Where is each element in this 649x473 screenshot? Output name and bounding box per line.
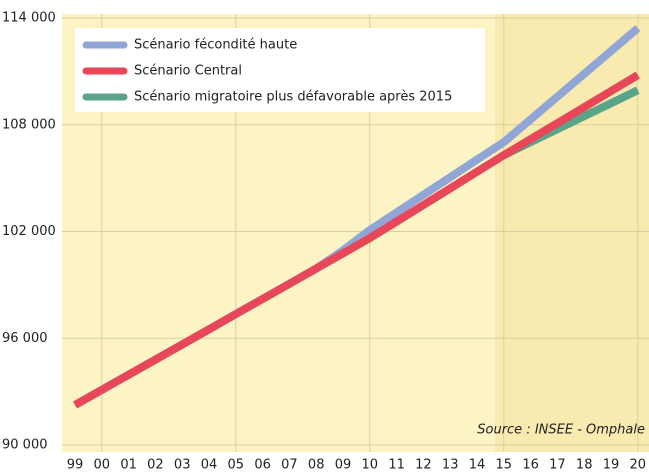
x-tick-label: 05 (228, 458, 245, 473)
legend-box (75, 28, 485, 112)
legend-label: Scénario migratoire plus défavorable apr… (134, 90, 452, 105)
y-tick-label: 90 000 (2, 438, 48, 453)
x-tick-label: 99 (67, 458, 84, 473)
y-tick-label: 96 000 (2, 331, 48, 346)
x-tick-label: 04 (201, 458, 218, 473)
x-tick-label: 10 (362, 458, 379, 473)
x-tick-label: 03 (174, 458, 191, 473)
x-tick-label: 09 (335, 458, 352, 473)
x-tick-label: 07 (281, 458, 298, 473)
x-tick-label: 01 (120, 458, 137, 473)
x-tick-label: 12 (415, 458, 432, 473)
x-tick-label: 00 (94, 458, 111, 473)
x-tick-label: 15 (496, 458, 513, 473)
x-tick-label: 08 (308, 458, 325, 473)
x-tick-label: 11 (388, 458, 405, 473)
y-tick-label: 114 000 (2, 11, 56, 26)
x-tick-label: 16 (522, 458, 539, 473)
x-tick-label: 18 (576, 458, 593, 473)
x-tick-label: 14 (469, 458, 486, 473)
legend-label: Scénario fécondité haute (134, 38, 297, 53)
legend-label: Scénario Central (134, 64, 242, 79)
x-tick-label: 17 (549, 458, 566, 473)
y-tick-label: 102 000 (2, 224, 56, 239)
x-tick-label: 02 (147, 458, 164, 473)
series-line (73, 71, 640, 409)
x-tick-label: 13 (442, 458, 459, 473)
x-tick-label: 19 (603, 458, 620, 473)
y-tick-label: 108 000 (2, 117, 56, 132)
source-annotation: Source : INSEE - Omphale (477, 423, 645, 438)
x-tick-label: 20 (630, 458, 647, 473)
x-tick-label: 06 (254, 458, 271, 473)
